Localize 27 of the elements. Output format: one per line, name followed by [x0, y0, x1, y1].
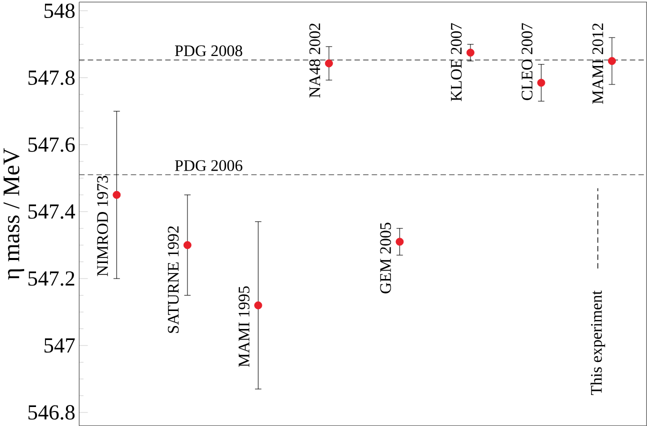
x-tick-label: GEM 2005: [380, 222, 391, 294]
point: [324, 59, 333, 68]
point: [112, 190, 121, 199]
y-axis-title: η mass / MeV: [4, 148, 24, 280]
y-tick-label: 547.6: [28, 137, 75, 152]
x-tick-label: NA48 2002: [309, 23, 320, 98]
point: [183, 241, 192, 249]
x-tick-label: SATURNE 1992: [168, 226, 179, 333]
y-tick-label: 547.2: [28, 271, 74, 286]
x-tick-label: MAMI 1995: [238, 286, 250, 367]
ref-line-label: PDG 2006: [174, 160, 242, 171]
y-tick-label: 547: [44, 338, 75, 353]
y-tick-label: 548: [44, 3, 75, 18]
ref-line-label: PDG 2008: [174, 45, 242, 56]
point: [254, 301, 262, 310]
x-tick-label: NIMROD 1973: [97, 176, 108, 276]
x-tick-label: MAMI 2012: [592, 23, 604, 104]
y-tick-label: 546.8: [28, 405, 75, 420]
x-tick-label: KLOE 2007: [450, 23, 462, 102]
point: [466, 48, 474, 57]
x-tick-label: CLEO 2007: [522, 23, 532, 100]
point: [396, 238, 404, 246]
annotation: This experiment: [590, 290, 606, 395]
y-tick-label: 547.4: [28, 204, 76, 219]
y-tick-label: 547.8: [28, 70, 75, 85]
point: [608, 56, 616, 65]
point: [537, 78, 546, 87]
